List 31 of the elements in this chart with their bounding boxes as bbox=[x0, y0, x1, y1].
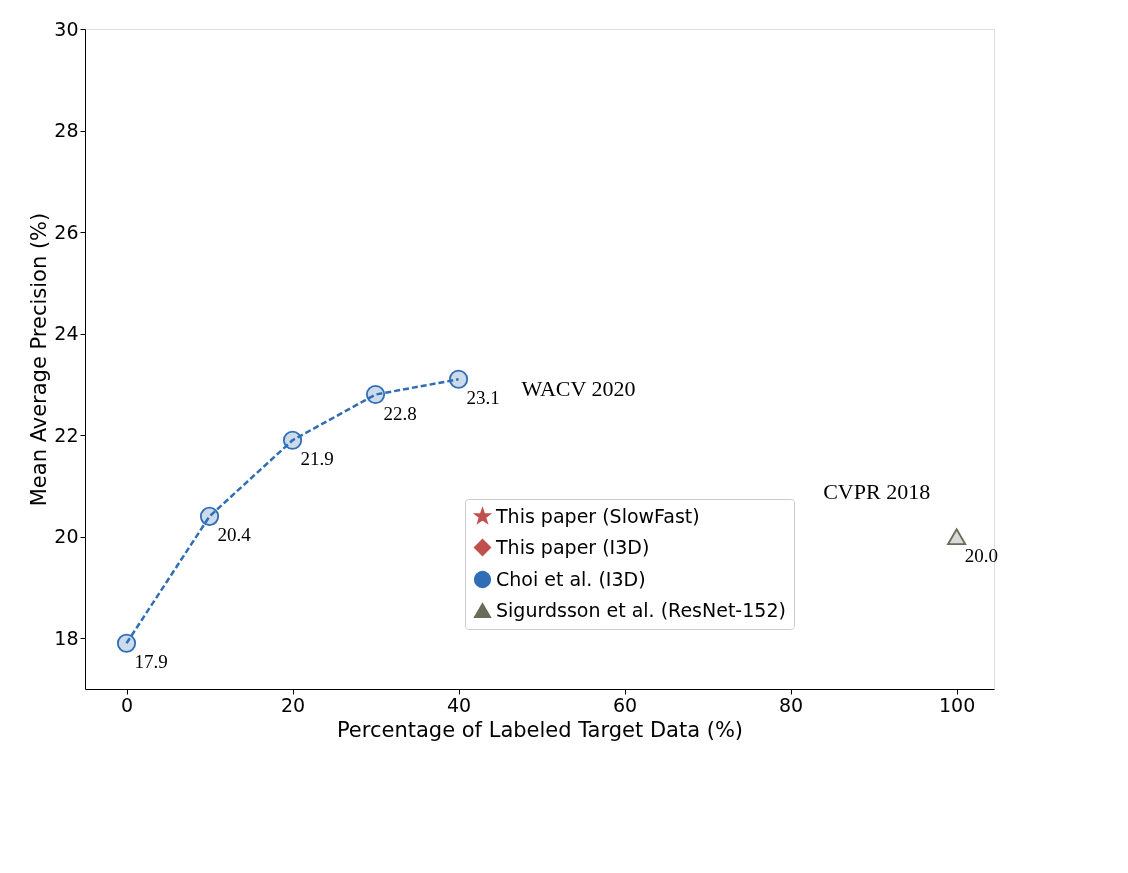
point bbox=[947, 528, 967, 546]
x-tick-label: 100 bbox=[939, 693, 976, 716]
legend-label: Choi et al. (I3D) bbox=[496, 567, 646, 590]
legend-label: This paper (SlowFast) bbox=[495, 504, 700, 527]
x-tick-label: 60 bbox=[613, 693, 638, 716]
y-tick-label: 30 bbox=[54, 17, 79, 40]
point bbox=[199, 506, 220, 526]
x-tick-label: 40 bbox=[446, 693, 472, 716]
y-tick-label: 20 bbox=[54, 525, 79, 548]
data-label: 20.0 bbox=[964, 544, 998, 566]
point bbox=[116, 633, 137, 653]
x-tick-label: 20 bbox=[280, 693, 306, 716]
y-tick-label: 22 bbox=[54, 423, 79, 446]
legend-label: Sigurdsson et al. (ResNet-152) bbox=[496, 598, 786, 621]
data-label: 22.8 bbox=[383, 402, 417, 424]
annotation: CVPR 2018 bbox=[823, 478, 931, 504]
y-tick-label: 26 bbox=[54, 220, 79, 243]
x-tick-label: 0 bbox=[120, 693, 134, 716]
data-label: 17.9 bbox=[134, 651, 168, 673]
y-tick-label: 24 bbox=[54, 322, 79, 345]
annotation: WACV 2020 bbox=[521, 376, 636, 402]
x-axis-title: Percentage of Labeled Target Data (%) bbox=[336, 717, 744, 742]
data-label: 20.4 bbox=[217, 524, 252, 546]
y-tick-label: 28 bbox=[54, 119, 79, 142]
point bbox=[449, 369, 469, 389]
legend-label: This paper (I3D) bbox=[495, 535, 650, 558]
x-tick-label: 80 bbox=[779, 693, 804, 716]
y-tick-label: 18 bbox=[54, 626, 79, 649]
data-label: 21.9 bbox=[300, 448, 334, 470]
y-axis-title: Mean Average Precision (%) bbox=[27, 212, 52, 507]
data-label: 23.1 bbox=[466, 387, 500, 409]
